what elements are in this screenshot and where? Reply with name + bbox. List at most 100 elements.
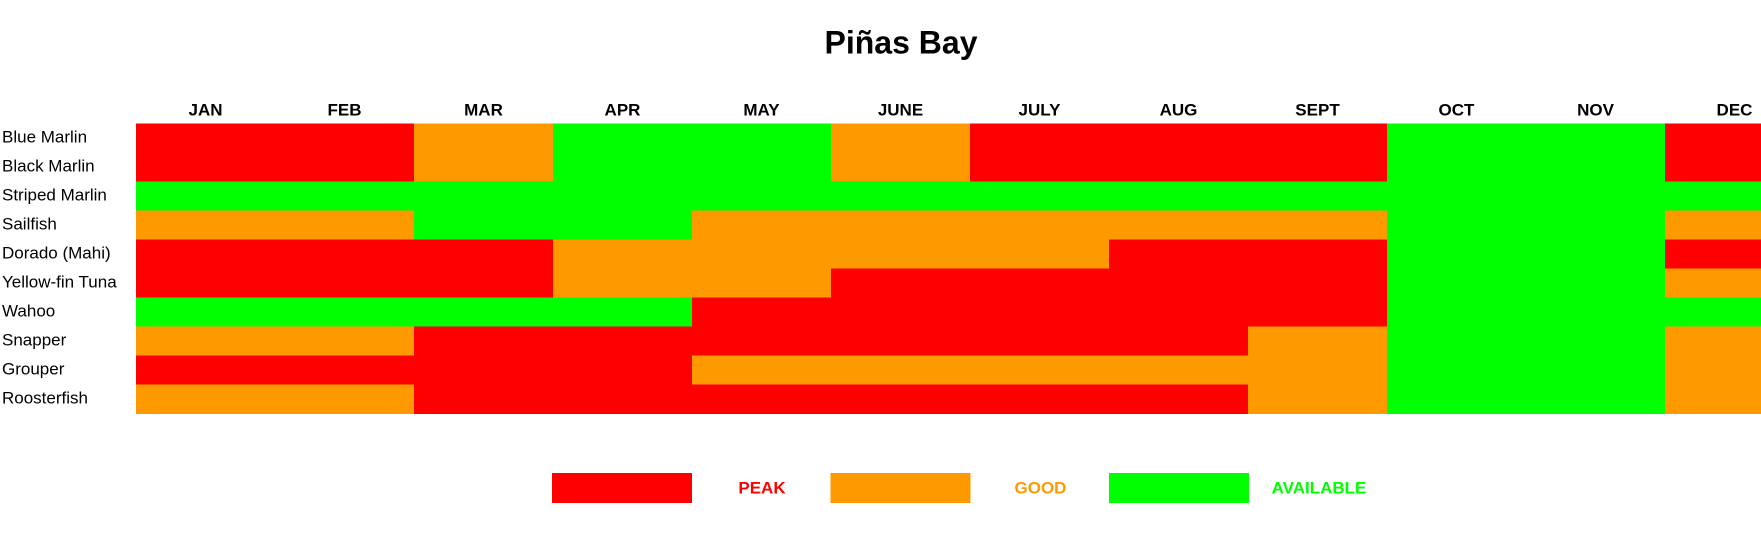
calendar-cell [136,326,276,356]
calendar-cell [1387,181,1527,211]
species-label: Wahoo [2,301,55,320]
calendar-cell [1248,181,1388,211]
calendar-cell [1526,384,1666,414]
calendar-cell [136,384,276,414]
calendar-cell [275,181,415,211]
calendar-cell [1526,326,1666,356]
calendar-cell [970,268,1110,298]
calendar-cell [414,152,554,182]
calendar-cell [1665,384,1761,414]
legend-label: AVAILABLE [1272,478,1367,497]
calendar-cell [831,210,971,240]
legend-label: PEAK [738,478,786,497]
calendar-cell [1665,297,1761,327]
calendar-cell [1248,268,1388,298]
calendar-cell [1109,239,1249,269]
calendar-cell [414,210,554,240]
calendar-cell [1109,355,1249,385]
calendar-cell [1109,123,1249,153]
calendar-cell [970,152,1110,182]
legend-swatch [552,473,692,503]
calendar-cell [414,268,554,298]
calendar-cell [831,123,971,153]
calendar-cell [136,123,276,153]
calendar-cell [1109,297,1249,327]
calendar-cell [1526,268,1666,298]
species-label: Yellow-fin Tuna [2,272,117,291]
calendar-cell [1387,355,1527,385]
calendar-cell [831,152,971,182]
calendar-cell [553,297,693,327]
calendar-cell [1526,355,1666,385]
calendar-cell [553,152,693,182]
calendar-cell [1526,152,1666,182]
calendar-cell [275,355,415,385]
calendar-cell [970,239,1110,269]
calendar-cell [831,181,971,211]
calendar-cell [1526,239,1666,269]
month-label: FEB [328,100,362,119]
calendar-cell [970,355,1110,385]
calendar-cell [692,297,832,327]
calendar-cell [1387,239,1527,269]
calendar-cell [692,355,832,385]
calendar-cell [1248,384,1388,414]
calendar-cell [1248,297,1388,327]
calendar-cell [692,239,832,269]
calendar-cell [692,268,832,298]
calendar-cell [553,268,693,298]
month-label: MAR [464,100,503,119]
calendar-cell [275,268,415,298]
calendar-cell [692,152,832,182]
calendar-cell [1387,384,1527,414]
month-label: NOV [1577,100,1615,119]
calendar-cell [136,268,276,298]
calendar-cell [275,123,415,153]
month-label: JAN [188,100,222,119]
calendar-cell [970,210,1110,240]
calendar-cell [692,210,832,240]
calendar-cell [1248,326,1388,356]
calendar-cell [136,297,276,327]
calendar-cell [1109,210,1249,240]
calendar-cell [1109,384,1249,414]
calendar-cell [1665,181,1761,211]
calendar-cell [1526,210,1666,240]
calendar-cell [1387,268,1527,298]
species-label: Black Marlin [2,156,95,175]
calendar-cell [414,181,554,211]
calendar-cell [275,239,415,269]
month-label: DEC [1717,100,1753,119]
calendar-cell [1109,152,1249,182]
calendar-cell [553,355,693,385]
calendar-cell [970,123,1110,153]
calendar-cell [1248,123,1388,153]
calendar-cell [1665,268,1761,298]
calendar-cell [692,123,832,153]
month-label: JUNE [878,100,923,119]
calendar-cell [136,239,276,269]
month-label: MAY [743,100,780,119]
calendar-cell [1526,297,1666,327]
calendar-cell [136,152,276,182]
calendar-cell [1387,152,1527,182]
calendar-cell [275,297,415,327]
legend-swatch [830,473,971,503]
calendar-cell [831,268,971,298]
calendar-cell [1665,123,1761,153]
calendar-cell [831,326,971,356]
calendar-cell [1665,326,1761,356]
calendar-cell [553,210,693,240]
month-label: APR [605,100,641,119]
species-label: Striped Marlin [2,185,107,204]
species-label: Snapper [2,330,67,349]
calendar-cell [692,384,832,414]
month-label: AUG [1160,100,1198,119]
calendar-cell [553,181,693,211]
calendar-cell [831,384,971,414]
calendar-cell [1526,181,1666,211]
calendar-cell [553,326,693,356]
title: Piñas Bay [825,24,978,60]
species-label: Grouper [2,359,65,378]
